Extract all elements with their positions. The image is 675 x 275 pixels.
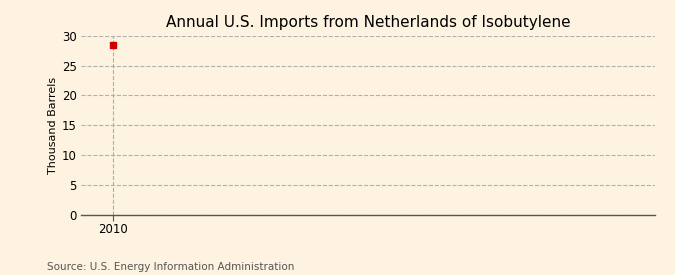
Text: Source: U.S. Energy Information Administration: Source: U.S. Energy Information Administ… bbox=[47, 262, 294, 272]
Y-axis label: Thousand Barrels: Thousand Barrels bbox=[48, 76, 58, 174]
Title: Annual U.S. Imports from Netherlands of Isobutylene: Annual U.S. Imports from Netherlands of … bbox=[165, 15, 570, 31]
